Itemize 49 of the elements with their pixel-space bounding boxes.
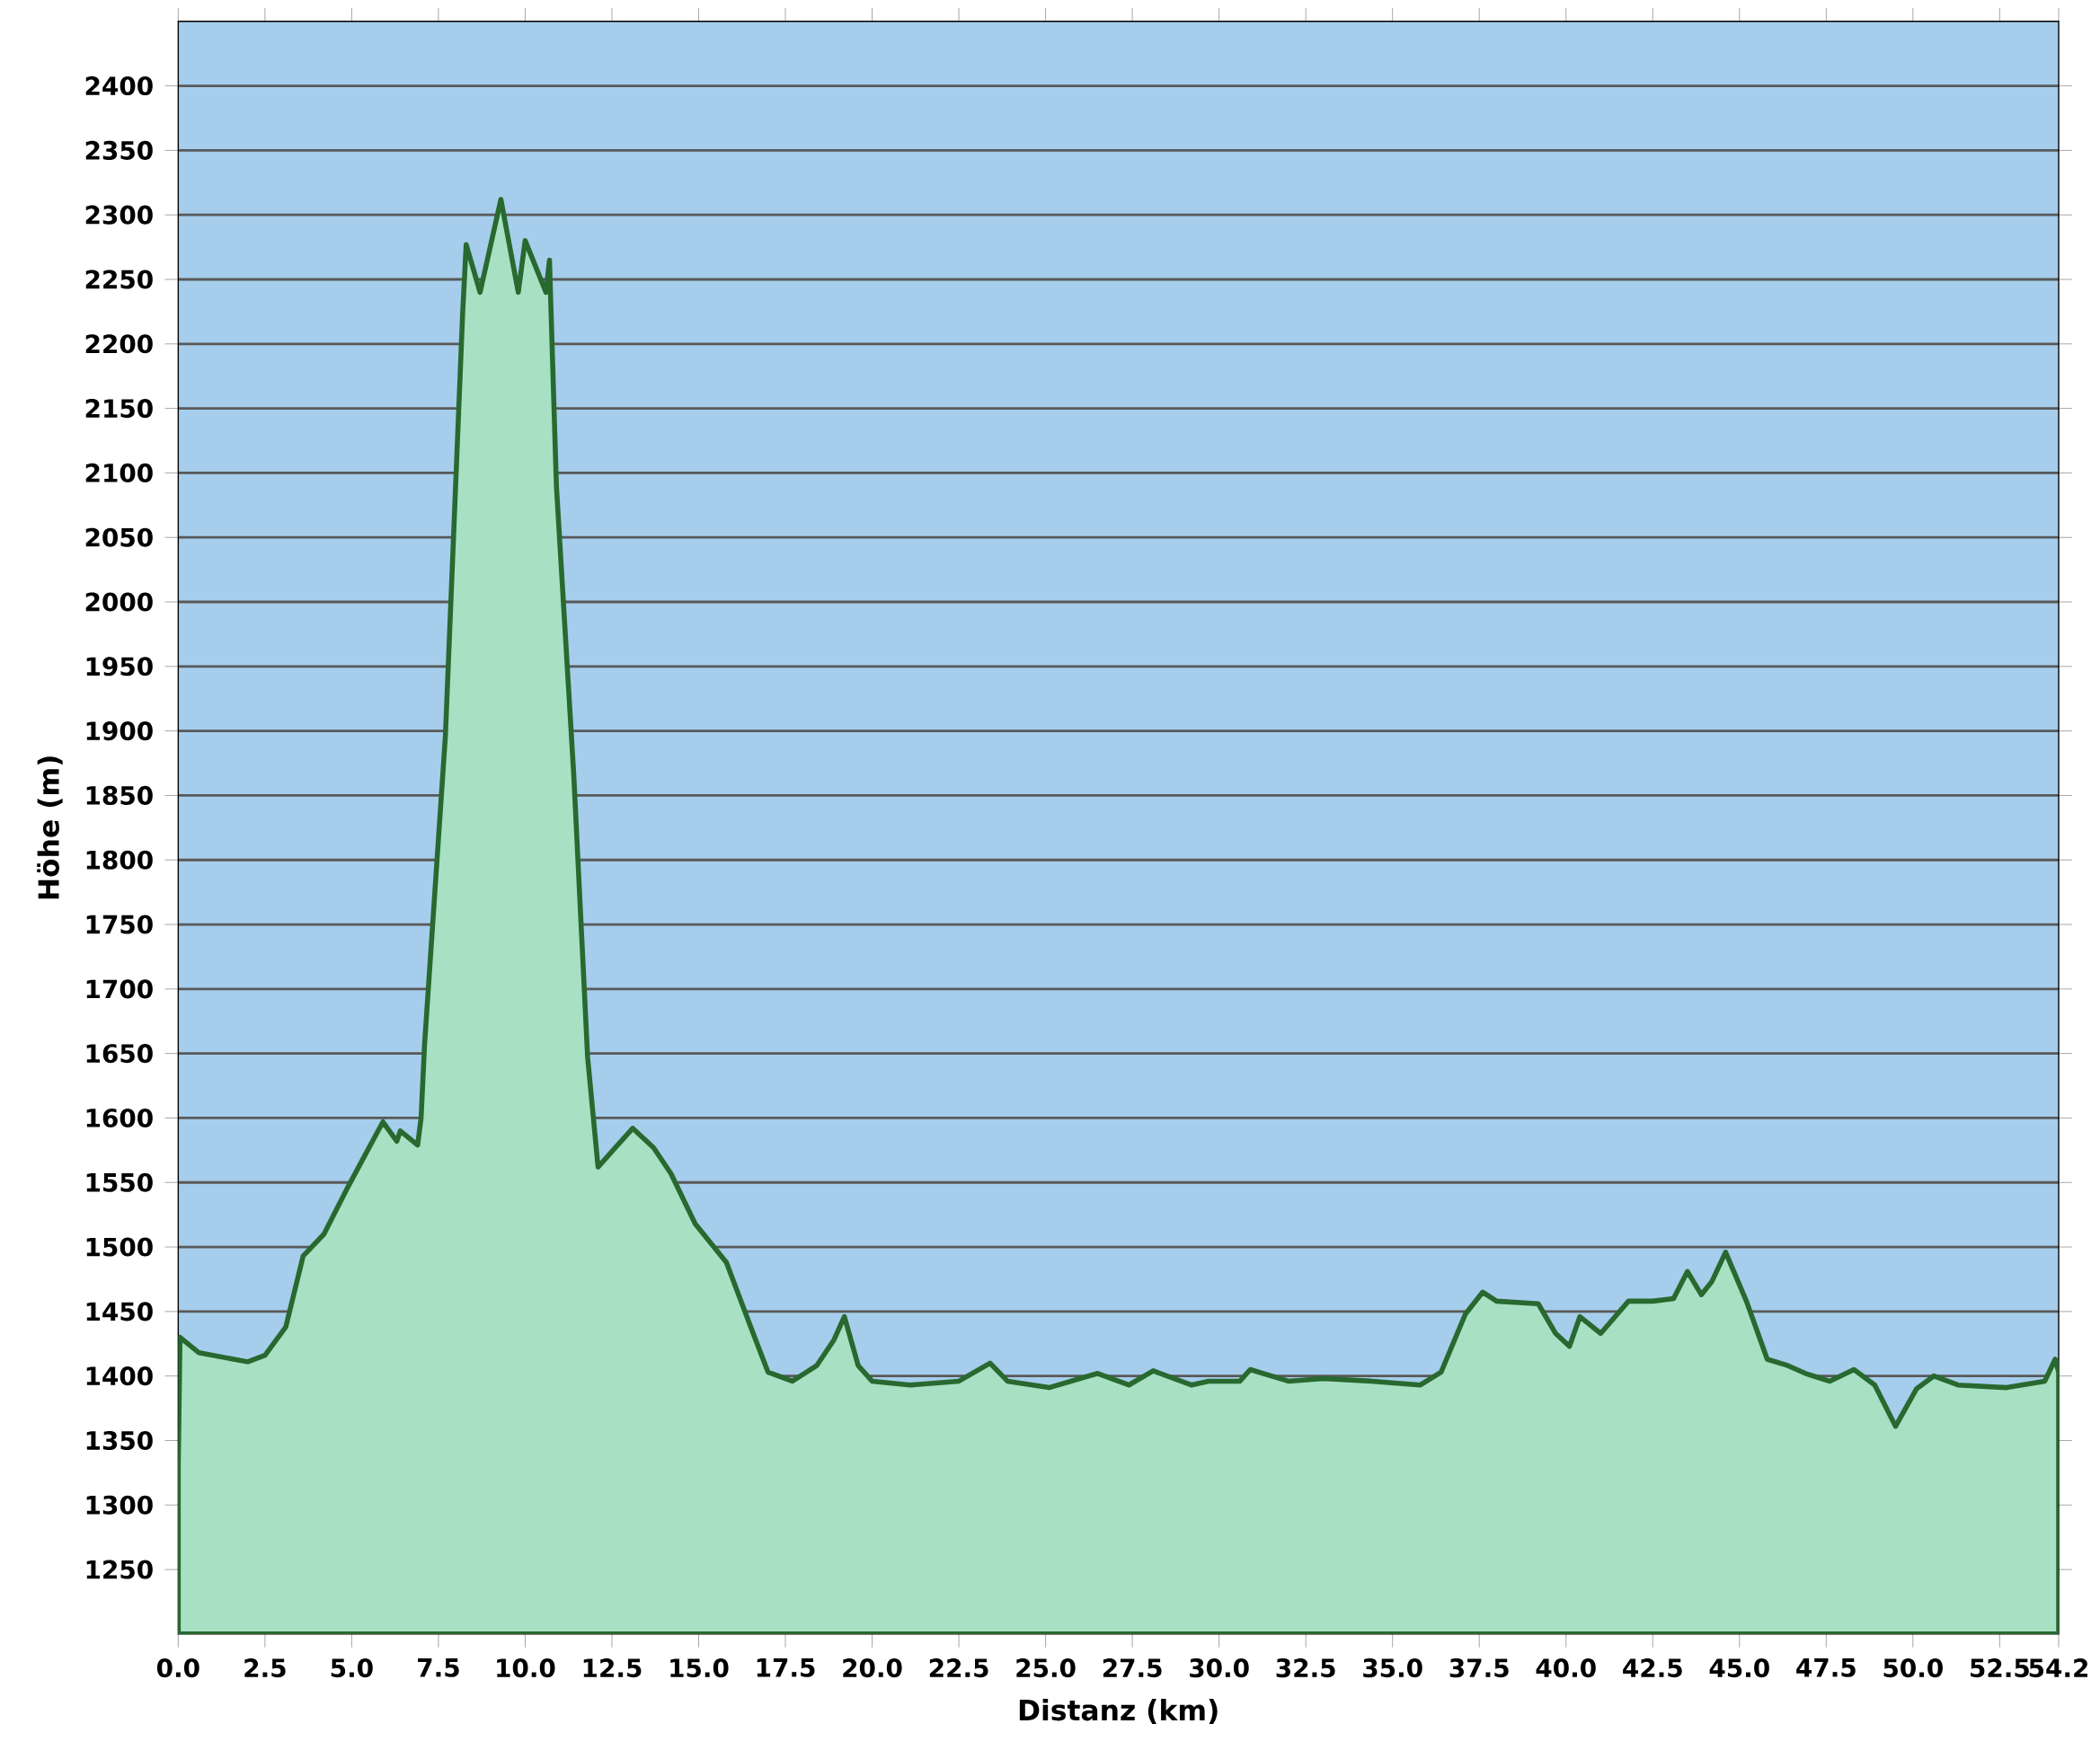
x-tick-label: 47.5 [1796, 1658, 1856, 1677]
x-tick-label: 45.0 [1709, 1658, 1769, 1678]
y-tick-label: 1900 [86, 721, 153, 741]
x-tick-label: 25.0 [1016, 1658, 1076, 1678]
x-tick-label: 7.5 [418, 1658, 459, 1677]
y-tick-label: 1600 [86, 1109, 153, 1128]
x-tick-label: 42.5 [1623, 1658, 1682, 1678]
y-tick-label: 1350 [86, 1431, 153, 1451]
y-tick-label: 1300 [86, 1495, 153, 1515]
x-tick-label: 0.0 [156, 1658, 199, 1678]
y-tick-label: 2400 [85, 76, 153, 96]
x-tick-label: 35.0 [1363, 1658, 1422, 1678]
x-tick-label: 12.5 [583, 1658, 642, 1678]
y-tick-label: 2200 [85, 334, 153, 354]
y-tick-label: 1800 [86, 850, 153, 870]
y-tick-label: 2300 [85, 205, 153, 225]
x-tick-label: 10.0 [497, 1658, 555, 1678]
x-tick-label: 27.5 [1103, 1658, 1162, 1678]
x-tick-label: 17.5 [757, 1658, 815, 1677]
x-tick-label: 50.0 [1883, 1658, 1943, 1678]
y-tick-label: 2050 [85, 527, 153, 547]
y-tick-label: 1550 [86, 1172, 153, 1192]
x-tick-label: 54.2 [2029, 1658, 2088, 1678]
y-tick-label: 1850 [86, 785, 153, 806]
x-tick-label: 2.5 [244, 1658, 286, 1678]
y-tick-label: 2100 [85, 463, 153, 483]
x-tick-label: 20.0 [843, 1658, 902, 1678]
y-tick-label: 2150 [85, 399, 153, 419]
y-tick-label: 2000 [85, 592, 153, 612]
x-tick-label: 22.5 [929, 1658, 988, 1678]
y-tick-label: 1250 [86, 1560, 153, 1579]
y-tick-label: 1500 [86, 1237, 153, 1257]
x-tick-label: 30.0 [1190, 1658, 1249, 1678]
y-axis-title: Höhe (m) [37, 756, 63, 899]
y-tick-label: 1650 [86, 1044, 153, 1064]
y-tick-label: 2350 [85, 140, 153, 161]
y-tick-label: 1700 [86, 979, 153, 999]
y-tick-label: 1750 [86, 915, 153, 934]
y-tick-label: 1450 [86, 1302, 153, 1321]
x-axis-title: Distanz (km) [1019, 1699, 1218, 1725]
x-tick-label: 15.0 [670, 1658, 729, 1678]
x-tick-label: 40.0 [1536, 1658, 1596, 1678]
x-tick-label: 37.5 [1449, 1658, 1509, 1678]
x-tick-label: 32.5 [1276, 1658, 1335, 1678]
y-tick-label: 1400 [86, 1366, 153, 1386]
x-tick-label: 5.0 [331, 1658, 373, 1678]
y-tick-label: 2250 [85, 270, 153, 289]
x-tick-label: 52.5 [1971, 1658, 2029, 1678]
y-tick-label: 1950 [86, 657, 153, 676]
